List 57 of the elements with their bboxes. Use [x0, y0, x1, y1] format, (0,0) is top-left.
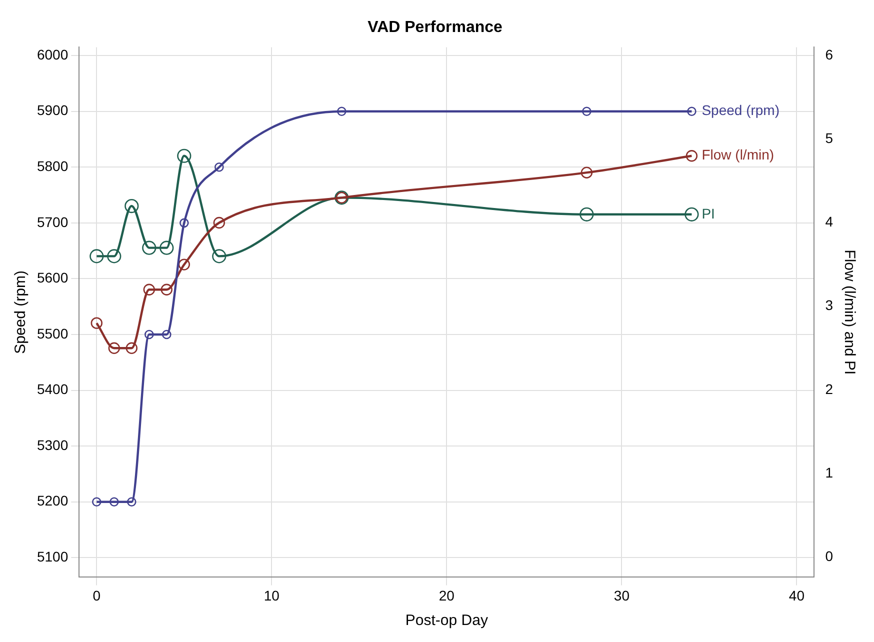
- y-tick-label: 5500: [36, 325, 68, 342]
- chart-title: VAD Performance: [368, 19, 503, 36]
- point: [90, 317, 102, 329]
- point: [144, 330, 154, 340]
- x-axis-title: Post-op Day: [405, 612, 488, 630]
- point: [124, 198, 139, 214]
- point: [108, 342, 120, 354]
- x-tick-label: 40: [788, 587, 805, 604]
- point: [127, 497, 136, 507]
- y-axis-title: Speed (rpm): [12, 270, 30, 354]
- x-tick-label: 0: [92, 587, 101, 604]
- x-tick-label: 10: [264, 587, 280, 604]
- point: [212, 249, 226, 264]
- y-tick-label: 5900: [36, 102, 68, 118]
- x-tick-label: 30: [614, 587, 630, 604]
- y2-tick-label: 6: [825, 46, 834, 62]
- series-label: PI: [702, 205, 715, 222]
- y-tick-label: 5800: [36, 158, 68, 174]
- point: [580, 207, 594, 222]
- point: [177, 148, 192, 163]
- point: [687, 106, 696, 116]
- point: [92, 497, 102, 507]
- x-tick-label: 20: [438, 587, 455, 604]
- y-tick-label: 5100: [36, 548, 68, 565]
- y2-axis-title: Flow (l/min) and PI: [840, 250, 858, 375]
- y2-tick-label: 3: [825, 297, 834, 314]
- point: [684, 207, 699, 222]
- point: [90, 249, 104, 264]
- point: [686, 150, 698, 162]
- y-tick-label: 5700: [36, 214, 68, 230]
- point: [143, 284, 155, 296]
- point: [337, 106, 346, 116]
- point: [580, 166, 593, 178]
- point: [142, 240, 156, 255]
- point: [178, 258, 190, 270]
- y-tick-label: 6000: [36, 46, 68, 62]
- y2-tick-label: 5: [825, 130, 834, 146]
- point: [213, 216, 226, 229]
- y-tick-label: 5600: [36, 270, 68, 286]
- point: [107, 249, 122, 264]
- y-tick-label: 5200: [36, 492, 68, 509]
- point: [126, 342, 138, 354]
- point: [180, 218, 189, 228]
- y2-tick-label: 1: [825, 464, 834, 480]
- series-label: Flow (l/min): [702, 146, 774, 163]
- y-tick-label: 5300: [36, 436, 68, 453]
- point: [110, 497, 119, 507]
- series-label: Speed (rpm): [702, 102, 780, 118]
- y2-tick-label: 2: [825, 380, 834, 397]
- y-tick-label: 5400: [36, 381, 68, 398]
- point: [162, 330, 172, 340]
- point: [160, 240, 174, 255]
- y2-tick-label: 0: [825, 548, 834, 564]
- point: [582, 106, 592, 116]
- y2-tick-label: 4: [825, 214, 834, 230]
- point: [160, 284, 173, 296]
- point: [214, 162, 224, 172]
